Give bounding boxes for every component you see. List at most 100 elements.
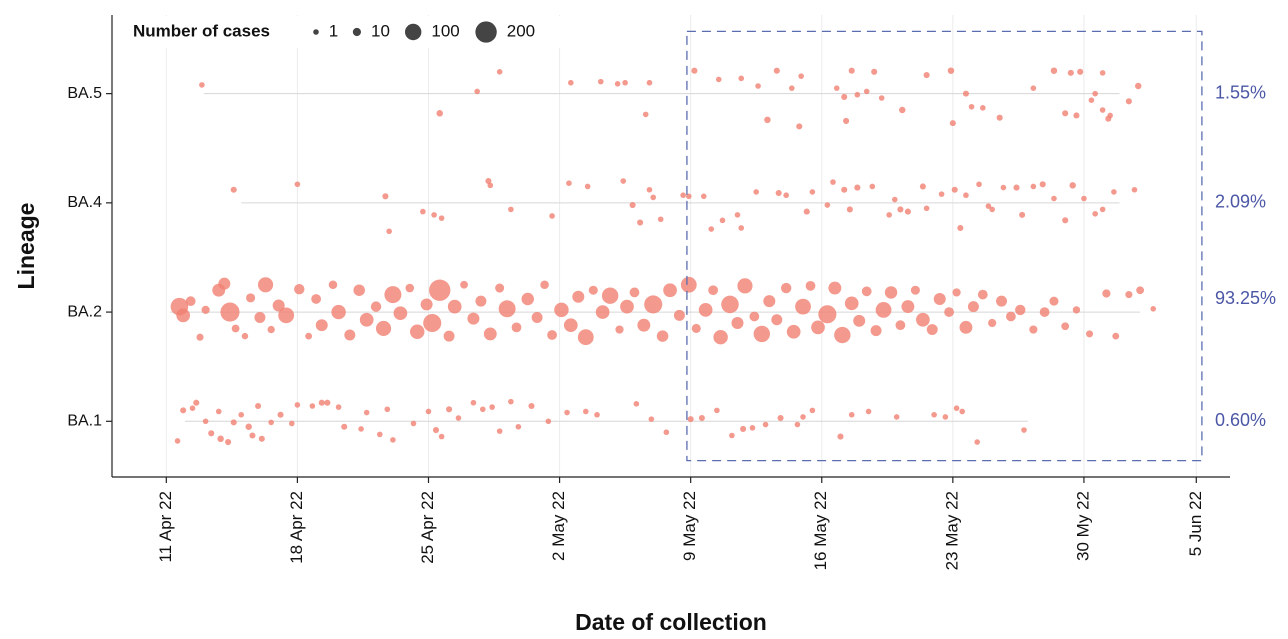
point	[919, 183, 926, 190]
legend-symbol	[475, 21, 497, 43]
point	[277, 411, 284, 418]
point	[495, 283, 505, 293]
point	[734, 212, 741, 218]
point	[1013, 184, 1020, 191]
point	[648, 416, 655, 422]
point	[901, 300, 915, 314]
point	[968, 103, 975, 110]
point	[258, 435, 265, 442]
point	[563, 318, 578, 333]
point	[1029, 325, 1038, 334]
point	[208, 430, 215, 437]
point	[446, 406, 453, 413]
point	[738, 225, 745, 231]
point	[650, 194, 657, 201]
point	[436, 110, 443, 117]
point	[977, 289, 988, 300]
point	[875, 302, 892, 318]
point	[305, 332, 313, 340]
point	[904, 208, 911, 215]
x-tick-label: 9 May 22	[680, 491, 699, 561]
point	[1131, 186, 1138, 193]
point	[328, 280, 338, 290]
point	[740, 425, 747, 432]
point	[942, 414, 949, 420]
point	[584, 183, 591, 190]
point	[382, 193, 389, 200]
point	[566, 180, 572, 186]
point	[805, 280, 816, 291]
point	[549, 213, 555, 219]
point	[1030, 183, 1037, 190]
x-tick-label: 11 Apr 22	[156, 491, 175, 563]
point	[498, 300, 516, 318]
point	[470, 399, 477, 406]
point	[508, 206, 514, 213]
point	[974, 439, 980, 445]
point	[475, 295, 487, 307]
point	[615, 325, 624, 334]
point	[620, 299, 634, 314]
point	[933, 292, 946, 305]
point	[996, 295, 1008, 307]
point	[923, 205, 930, 212]
point	[841, 186, 848, 193]
point	[180, 407, 187, 414]
point	[738, 75, 745, 82]
point	[1112, 332, 1120, 340]
share-label: 93.25%	[1215, 288, 1276, 308]
point	[663, 283, 677, 298]
point	[1099, 107, 1106, 113]
legend-label: 200	[507, 21, 535, 40]
point	[844, 296, 859, 311]
point	[431, 212, 437, 218]
point	[1077, 68, 1084, 75]
point	[467, 312, 480, 325]
point	[796, 123, 803, 130]
point	[719, 217, 726, 224]
point	[384, 286, 402, 304]
point	[375, 320, 392, 337]
point	[749, 311, 760, 322]
point	[1030, 85, 1037, 91]
point	[642, 111, 649, 118]
point	[713, 329, 728, 345]
point	[515, 423, 522, 430]
point	[254, 312, 266, 324]
point	[487, 182, 494, 189]
point	[245, 423, 252, 430]
size-legend: Number of cases 1 10 100 200	[126, 16, 596, 48]
x-axis-label: Date of collection	[575, 609, 767, 635]
point	[893, 414, 900, 420]
point	[597, 78, 604, 85]
point	[217, 435, 224, 443]
point	[1136, 286, 1145, 295]
point	[1102, 289, 1111, 298]
point	[1099, 206, 1106, 213]
point	[218, 277, 231, 290]
point	[698, 414, 705, 422]
point	[429, 279, 451, 301]
point	[691, 67, 698, 74]
point	[962, 90, 969, 97]
share-label: 0.60%	[1215, 410, 1266, 430]
point	[620, 178, 627, 184]
point	[762, 421, 769, 428]
point	[809, 407, 816, 414]
point	[246, 293, 256, 303]
point	[432, 426, 440, 434]
point	[737, 278, 753, 294]
point	[1086, 330, 1094, 338]
point	[1039, 181, 1046, 188]
point	[952, 288, 961, 297]
point	[614, 81, 621, 87]
point	[483, 327, 497, 341]
x-tick-label: 5 Jun 22	[1186, 491, 1205, 556]
legend-bg	[126, 16, 596, 48]
point	[225, 439, 232, 446]
point	[1061, 322, 1070, 331]
point	[629, 287, 640, 298]
point	[980, 105, 986, 111]
y-tick-label: BA.2	[67, 303, 102, 320]
point	[278, 307, 295, 324]
